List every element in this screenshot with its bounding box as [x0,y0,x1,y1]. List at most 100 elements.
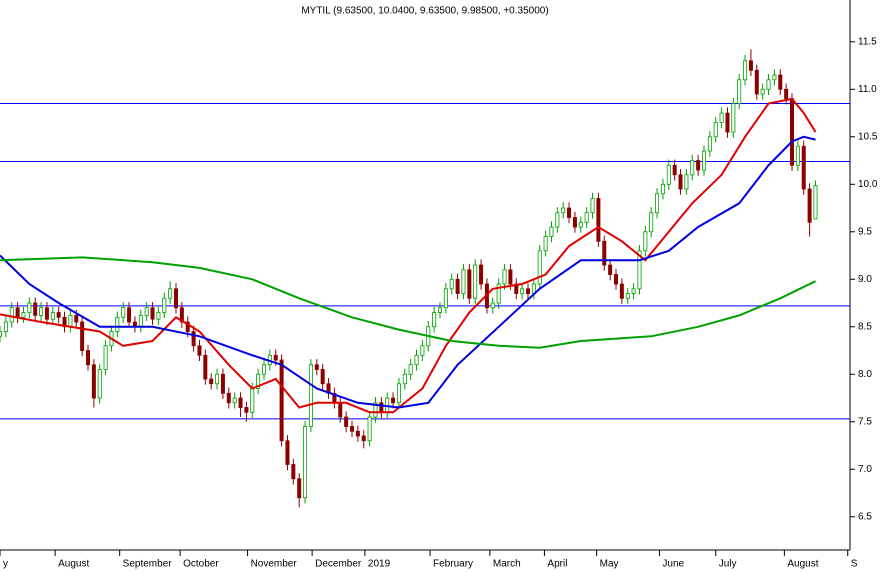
chart-title: MYTIL (9.63500, 10.0400, 9.63500, 9.9850… [301,6,548,17]
candle-body [244,407,249,413]
candle-body [361,435,366,442]
x-tick-label: December [315,559,362,570]
candle-body [56,312,61,318]
candle-body [455,278,460,294]
candle-body [766,79,771,90]
candle-body [567,207,572,218]
candle-body [115,316,120,332]
x-tick-label: July [719,559,737,570]
candle-body [696,160,701,171]
x-tick-label: February [433,559,473,570]
y-tick-label: 10.0 [858,179,878,190]
candle-body [690,160,695,176]
candle-body [80,321,85,351]
candle-body [367,416,372,442]
candle-body [643,231,648,252]
candle-body [719,112,724,123]
x-tick-label: August [58,559,89,570]
y-tick-label: 6.5 [858,511,872,522]
candle-body [33,302,38,316]
candle-body [731,103,736,133]
candle-body [461,269,466,294]
candle-body [631,288,636,294]
candle-body [396,383,401,404]
candle-body [467,269,472,299]
candle-body [391,397,396,404]
candle-body [432,312,437,328]
candle-body [197,345,202,356]
candle-body [572,217,577,228]
candle-body [273,354,278,361]
candle-body [801,145,806,190]
candle-body [737,79,742,104]
candle-body [261,364,266,375]
candle-body [590,198,595,214]
candle-body [379,402,384,413]
candle-body [490,302,495,309]
candle-body [748,60,753,71]
candle-body [297,478,302,499]
x-tick-label: October [183,559,219,570]
candle-body [526,288,531,294]
x-tick-label: y [3,559,8,570]
candle-body [97,369,102,399]
candle-body [220,373,225,394]
candle-body [420,345,425,356]
y-tick-label: 7.5 [858,416,872,427]
candle-body [443,288,448,309]
candle-body [725,112,730,133]
y-tick-label: 7.0 [858,464,872,475]
candle-body [502,269,507,285]
candle-body [707,136,712,152]
candle-body [479,264,484,285]
candle-body [637,250,642,290]
candle-body [578,221,583,228]
candle-body [0,331,3,337]
candle-body [285,440,290,465]
candle-body [15,307,20,318]
candle-body [291,464,296,480]
candle-body [713,122,718,138]
candle-body [185,321,190,332]
candle-body [179,307,184,323]
candle-body [103,345,108,370]
candle-body [807,188,812,223]
candle-body [660,183,665,195]
candle-body [68,314,73,328]
x-tick-label: June [662,559,684,570]
candle-body [584,212,589,223]
candle-body [555,212,560,228]
candle-body [414,354,419,366]
candle-body [191,331,196,347]
candle-body [320,369,325,385]
y-tick-label: 8.5 [858,321,872,332]
candle-body [678,174,683,190]
y-tick-label: 11.5 [858,36,877,47]
candle-body [349,426,354,432]
candle-body [473,264,478,299]
candle-body [91,364,96,399]
candle-body [86,350,91,366]
candle-body [596,198,601,242]
candle-body [238,397,243,408]
candle-body [303,426,308,499]
x-tick-label: May [600,559,619,570]
candle-body [795,145,800,166]
moving-average [0,256,816,349]
y-tick-label: 10.5 [858,131,878,142]
candle-body [549,226,554,237]
candle-body [308,364,313,427]
candle-body [408,364,413,375]
candle-body [39,307,44,316]
candle-body [743,60,748,81]
candle-body [672,164,677,176]
candle-body [226,392,231,404]
candle-body [355,430,360,437]
candle-body [162,297,167,313]
candle-body [666,164,671,185]
candle-body [144,307,149,316]
x-tick-label: November [251,559,298,570]
candle-body [608,264,613,275]
candle-body [649,212,654,233]
